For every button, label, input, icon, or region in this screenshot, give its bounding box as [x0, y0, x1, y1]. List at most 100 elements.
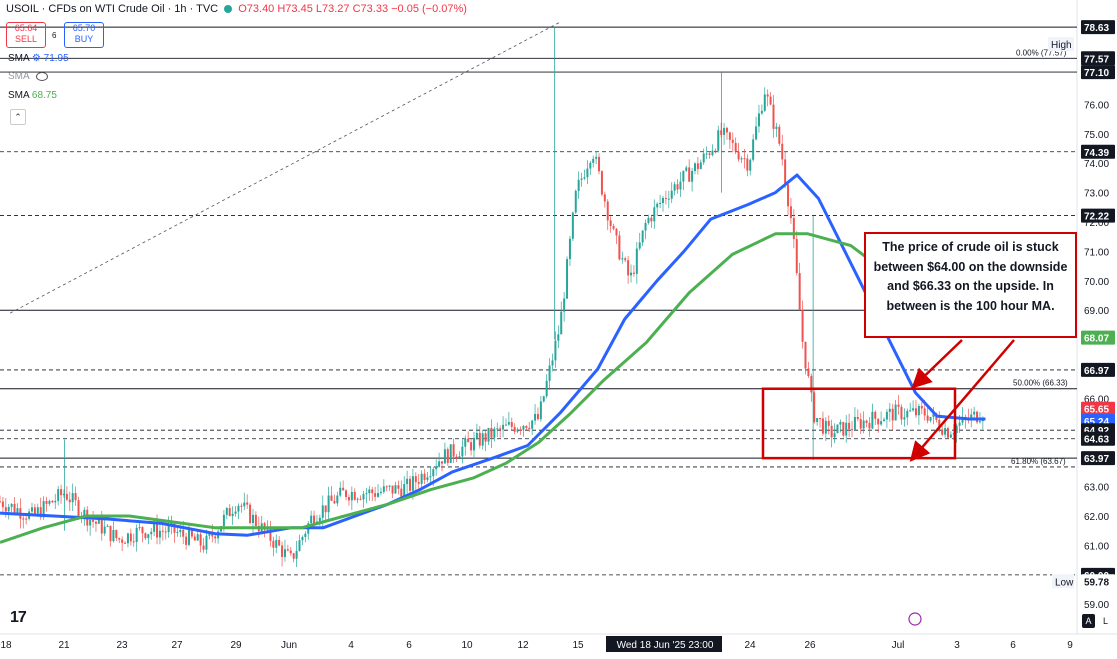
candle-body — [429, 476, 432, 478]
high-low-tag: Low — [1055, 577, 1074, 588]
candle-body — [536, 413, 539, 420]
price-tag-bg — [1081, 330, 1115, 345]
buy-button[interactable]: 65.70 BUY — [64, 22, 104, 48]
candle-body — [708, 153, 711, 155]
candle-body — [789, 206, 792, 219]
candle-body — [513, 426, 516, 432]
candle-body — [446, 449, 449, 463]
candle-body — [240, 505, 243, 507]
candle-body — [737, 151, 740, 160]
eye-hidden-icon[interactable] — [35, 71, 48, 81]
indicator-sma-1[interactable]: SMA ⚙ 71.95 — [8, 53, 69, 64]
candle-body — [4, 507, 7, 512]
candle-body — [842, 421, 845, 436]
price-tick-label: 61.00 — [1084, 541, 1109, 552]
candle-body — [441, 461, 444, 464]
candle-body — [443, 449, 446, 464]
candle-body — [388, 485, 391, 487]
candle-body — [504, 424, 507, 426]
candle-body — [121, 539, 124, 543]
candle-body — [89, 519, 92, 526]
candle-body — [851, 429, 854, 431]
candle-body — [141, 527, 144, 534]
candle-body — [208, 533, 211, 536]
indicator-sma-2[interactable]: SMA — [8, 71, 48, 82]
candle-body — [1, 501, 4, 508]
symbol-title: USOIL · CFDs on WTI Crude Oil · 1h · TVC — [6, 3, 219, 15]
candle-body — [62, 493, 65, 496]
fib-level-label: 50.00% (66.33) — [1013, 379, 1068, 388]
price-tick-label: 70.00 — [1084, 277, 1109, 288]
price-tick-label: 75.00 — [1084, 130, 1109, 141]
collapse-legend-button[interactable]: ⌃ — [10, 109, 26, 125]
candle-body — [246, 502, 249, 505]
candle-body — [499, 428, 502, 430]
indicator-sma-3[interactable]: SMA 68.75 — [8, 90, 57, 101]
price-tag-bg — [1081, 65, 1115, 80]
candle-body — [539, 401, 542, 420]
candle-body — [577, 179, 580, 191]
candle-body — [685, 167, 688, 171]
candle-body — [45, 501, 48, 504]
candle-body — [228, 508, 231, 517]
candle-body — [586, 168, 589, 178]
candle-body — [551, 360, 554, 366]
candle-body — [42, 501, 45, 518]
auto-scale-button[interactable]: A — [1082, 614, 1095, 628]
candle-body — [397, 485, 400, 489]
candle-body — [914, 408, 917, 416]
candle-body — [321, 505, 324, 518]
candle-body — [109, 525, 112, 542]
candle-body — [891, 408, 894, 421]
candle-body — [824, 420, 827, 434]
time-tick-label: 26 — [804, 640, 816, 651]
price-tag-label: 65.65 — [1084, 405, 1109, 416]
candle-body — [13, 503, 16, 513]
candle-body — [435, 466, 438, 470]
indicator-label: SMA — [8, 90, 30, 101]
candle-body — [516, 429, 519, 432]
candle-body — [667, 198, 670, 200]
candle-body — [193, 536, 196, 541]
candle-body — [798, 273, 801, 311]
candle-body — [923, 408, 926, 416]
candle-body — [60, 489, 63, 496]
candle-body — [158, 530, 161, 538]
candle-body — [225, 508, 228, 515]
candle-body — [359, 498, 362, 500]
candle-body — [211, 533, 214, 537]
settings-icon[interactable]: ⚙ — [31, 53, 41, 64]
candle-body — [606, 201, 609, 221]
candle-body — [292, 553, 295, 559]
candle-body — [865, 420, 868, 424]
candle-body — [310, 515, 313, 524]
candle-body — [589, 162, 592, 169]
sell-button[interactable]: 65.64 SELL — [6, 22, 46, 48]
candle-body — [231, 513, 234, 517]
candle-body — [106, 525, 109, 527]
candle-body — [16, 508, 19, 513]
candle-body — [251, 514, 254, 523]
price-tag-bg — [1081, 144, 1115, 159]
candle-body — [371, 489, 374, 494]
candle-body — [813, 392, 816, 423]
time-tick-label: 9 — [1067, 640, 1073, 651]
price-tick-label: 76.00 — [1084, 100, 1109, 111]
candle-body — [973, 411, 976, 415]
price-tag-label: 66.97 — [1084, 366, 1109, 377]
candle-body — [467, 438, 470, 443]
time-tick-label: 6 — [1010, 640, 1016, 651]
candle-body — [400, 488, 403, 497]
candle-body — [880, 421, 883, 425]
assist-icon — [908, 612, 922, 626]
candle-body — [723, 127, 726, 135]
candle-body — [112, 530, 115, 542]
price-tag-label: 77.10 — [1084, 68, 1109, 79]
buy-price: 65.70 — [72, 23, 96, 33]
candle-body — [795, 239, 798, 274]
price-tag-bg — [1081, 51, 1115, 66]
candle-body — [484, 433, 487, 442]
candle-body — [647, 217, 650, 223]
log-scale-button[interactable]: L — [1102, 616, 1108, 626]
